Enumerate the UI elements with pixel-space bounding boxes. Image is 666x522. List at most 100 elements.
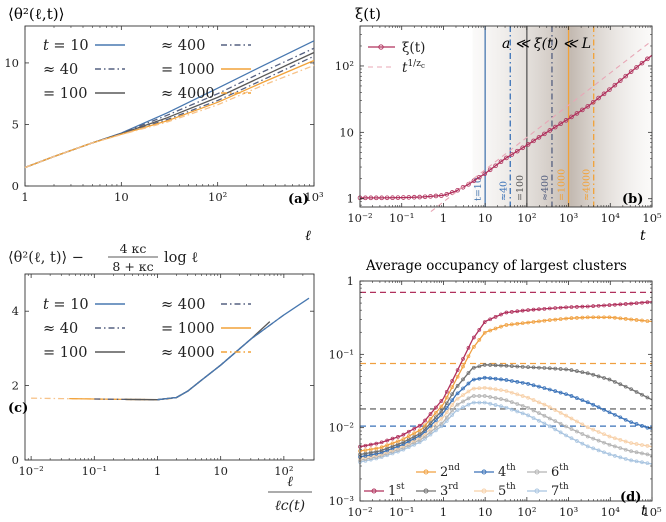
data-point [482,400,487,405]
data-point [542,131,547,137]
data-point [613,436,617,441]
data-point [504,310,509,315]
data-point [444,419,449,423]
data-point [585,304,590,309]
series-line [24,40,315,169]
data-point [531,383,536,388]
data-point [531,408,536,413]
axes-frame [24,273,315,461]
panel-c-xlabel: ℓ ℓc(t) [268,474,312,514]
data-point [580,441,585,446]
data-point [499,404,503,409]
series-line [24,64,315,169]
x-tick-label: 10² [517,211,536,225]
data-point [482,171,488,177]
time-marker-label: ≈400 [540,175,551,201]
y-tick-label: 4 [12,304,19,318]
data-point [368,447,373,452]
data-point [623,457,628,461]
legend: 2nd 4th 6th 1st 3rd 5th 7th [364,463,569,499]
data-point [466,381,471,386]
xlabel-part: ℓ [287,474,293,490]
data-point [428,417,433,421]
data-point [526,308,530,312]
data-point [601,91,607,97]
x-tick-label: 10⁻¹ [389,211,414,225]
data-point [423,434,427,439]
data-point [612,82,618,88]
data-point [488,363,492,367]
legend: ξ(t) t1/zc [368,40,425,76]
data-point [504,405,509,410]
data-point [515,364,520,369]
data-point [368,442,373,447]
data-point [499,388,503,392]
data-point [585,371,590,376]
data-point [575,439,579,443]
data-point [531,320,536,324]
data-point [553,366,558,371]
data-point [466,345,471,350]
legend-marker [423,488,429,494]
data-point [602,440,606,445]
data-point [634,422,639,426]
panel-d-title: Average occupancy of largest clusters [365,258,627,274]
data-point [504,363,509,368]
data-point [591,304,596,308]
legend-marker [481,469,487,475]
x-tick-label: 10 [114,190,129,204]
data-point [602,432,606,437]
data-point [461,386,465,391]
data-point [526,413,530,418]
data-point [390,441,395,446]
legend-marker [423,469,429,475]
data-point [634,318,639,322]
data-point [515,409,520,414]
data-point [439,399,444,403]
data-point [520,308,525,313]
data-point [537,365,541,370]
data-point [618,415,623,420]
data-point [602,376,606,380]
data-point [499,397,503,401]
data-point [363,453,368,458]
data-point [461,405,465,410]
data-point [450,408,455,413]
data-point [455,187,460,193]
data-point [640,392,644,397]
data-point [580,304,585,309]
data-point [590,99,596,105]
y-tick-label: 10² [335,59,354,73]
data-point [585,104,591,109]
data-point [493,396,498,400]
data-point [520,394,525,398]
legend-label: t = 10 [43,297,89,313]
y-tick-label: 10⁻¹ [329,347,354,361]
series-line [359,377,653,458]
data-point [607,303,612,307]
data-point [472,400,476,405]
data-point [417,428,422,433]
data-point [553,317,558,322]
data-point [455,383,460,388]
time-marker-label: =100 [515,175,526,201]
data-point [542,306,547,311]
data-point [472,394,476,398]
data-point [428,194,433,199]
data-point [461,399,465,404]
data-point [450,398,455,403]
data-point [450,379,455,383]
title-part: 4 κc [120,241,147,256]
y-tick-label: 10⁻³ [329,494,355,508]
data-point [472,335,476,340]
data-point [422,194,428,200]
x-tick-label: 10 [478,505,493,519]
data-point [580,398,585,403]
x-tick-label: 10² [517,505,536,519]
legend-label: 5th [498,482,516,499]
legend-marker [378,44,384,50]
data-point [423,427,427,431]
data-point [444,406,449,410]
data-point [569,394,574,398]
data-point [472,365,476,370]
